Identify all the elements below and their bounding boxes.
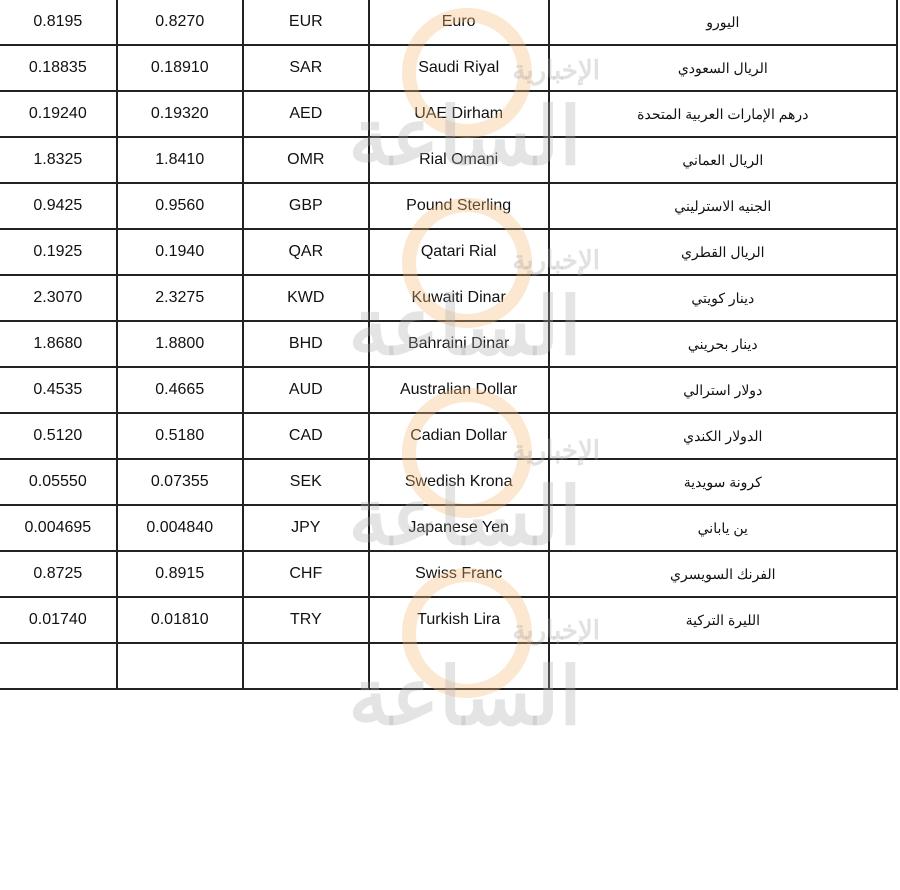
sell-rate-cell: 0.004695 — [0, 504, 118, 552]
buy-rate-cell: 0.8270 — [115, 0, 244, 46]
currency-name-ar-cell: الجنيه الاسترليني — [547, 182, 899, 230]
currency-name-ar-cell: الريال القطري — [547, 228, 899, 276]
table-row — [0, 642, 899, 690]
currency-code-cell: KWD — [241, 274, 370, 322]
currency-name-en-cell: Cadian Dollar — [367, 412, 550, 460]
currency-name-ar-cell: الدولار الكندي — [547, 412, 899, 460]
currency-code-cell: OMR — [241, 136, 370, 184]
currency-name-ar-cell: الريال العماني — [547, 136, 899, 184]
table-row: 0.1925 0.1940 QAR Qatari Rial الريال القطري — [0, 228, 899, 276]
sell-rate-cell: 0.4535 — [0, 366, 118, 414]
table-row: 0.004695 0.004840 JPY Japanese Yen ين ياباني — [0, 504, 899, 552]
table-row: 0.8725 0.8915 CHF Swiss Franc الفرنك السويسر… — [0, 550, 899, 598]
sell-rate-cell: 0.8195 — [0, 0, 118, 46]
sell-rate-cell: 0.5120 — [0, 412, 118, 460]
currency-name-en-cell: UAE Dirham — [367, 90, 550, 138]
currency-code-cell: CHF — [241, 550, 370, 598]
currency-code-cell: AED — [241, 90, 370, 138]
currency-name-en-cell: Japanese Yen — [367, 504, 550, 552]
sell-rate-cell: 1.8325 — [0, 136, 118, 184]
buy-rate-cell: 0.5180 — [115, 412, 244, 460]
currency-name-ar-cell: الليرة التركية — [547, 596, 899, 644]
table-row: 0.4535 0.4665 AUD Australian Dollar دولار اس… — [0, 366, 899, 414]
buy-rate-cell — [115, 642, 244, 690]
table-row: 0.8195 0.8270 EUR Euro اليورو — [0, 0, 899, 46]
currency-name-en-cell: Swiss Franc — [367, 550, 550, 598]
currency-name-en-cell: Bahraini Dinar — [367, 320, 550, 368]
currency-name-en-cell: Qatari Rial — [367, 228, 550, 276]
table-row: 1.8680 1.8800 BHD Bahraini Dinar دينار بحرين… — [0, 320, 899, 368]
sell-rate-cell — [0, 642, 118, 690]
sell-rate-cell: 0.1925 — [0, 228, 118, 276]
currency-name-en-cell: Rial Omani — [367, 136, 550, 184]
currency-name-en-cell — [367, 642, 550, 690]
currency-name-ar-cell: دينار بحريني — [547, 320, 899, 368]
buy-rate-cell: 0.8915 — [115, 550, 244, 598]
sell-rate-cell: 0.9425 — [0, 182, 118, 230]
table-row: 1.8325 1.8410 OMR Rial Omani الريال العماني — [0, 136, 899, 184]
buy-rate-cell: 1.8800 — [115, 320, 244, 368]
currency-code-cell: CAD — [241, 412, 370, 460]
table-row: 0.19240 0.19320 AED UAE Dirham درهم الإمارات… — [0, 90, 899, 138]
currency-code-cell: EUR — [241, 0, 370, 46]
table-row: 0.9425 0.9560 GBP Pound Sterling الجنيه الاس… — [0, 182, 899, 230]
buy-rate-cell: 0.01810 — [115, 596, 244, 644]
sell-rate-cell: 0.18835 — [0, 44, 118, 92]
table-row: 2.3070 2.3275 KWD Kuwaiti Dinar دينار كويتي — [0, 274, 899, 322]
buy-rate-cell: 2.3275 — [115, 274, 244, 322]
sell-rate-cell: 0.19240 — [0, 90, 118, 138]
currency-code-cell: SEK — [241, 458, 370, 506]
table-row: 0.05550 0.07355 SEK Swedish Krona كرونة سويد… — [0, 458, 899, 506]
buy-rate-cell: 0.9560 — [115, 182, 244, 230]
currency-name-en-cell: Pound Sterling — [367, 182, 550, 230]
currency-name-ar-cell: دولار استرالي — [547, 366, 899, 414]
buy-rate-cell: 0.004840 — [115, 504, 244, 552]
currency-name-ar-cell: دينار كويتي — [547, 274, 899, 322]
currency-name-en-cell: Kuwaiti Dinar — [367, 274, 550, 322]
currency-name-en-cell: Swedish Krona — [367, 458, 550, 506]
currency-name-en-cell: Saudi Riyal — [367, 44, 550, 92]
currency-code-cell: GBP — [241, 182, 370, 230]
currency-name-ar-cell: الريال السعودي — [547, 44, 899, 92]
sell-rate-cell: 1.8680 — [0, 320, 118, 368]
currency-name-ar-cell: درهم الإمارات العربية المتحدة — [547, 90, 899, 138]
currency-rates-table: 0.8195 0.8270 EUR Euro اليورو 0.18835 0.18910 S… — [0, 0, 899, 690]
table-row: 0.5120 0.5180 CAD Cadian Dollar الدولار الكن… — [0, 412, 899, 460]
sell-rate-cell: 2.3070 — [0, 274, 118, 322]
table-row: 0.01740 0.01810 TRY Turkish Lira الليرة التر… — [0, 596, 899, 644]
currency-code-cell: SAR — [241, 44, 370, 92]
sell-rate-cell: 0.01740 — [0, 596, 118, 644]
currency-name-en-cell: Australian Dollar — [367, 366, 550, 414]
currency-name-en-cell: Euro — [367, 0, 550, 46]
buy-rate-cell: 0.1940 — [115, 228, 244, 276]
currency-name-ar-cell: كرونة سويدية — [547, 458, 899, 506]
buy-rate-cell: 0.18910 — [115, 44, 244, 92]
currency-code-cell: JPY — [241, 504, 370, 552]
table-row: 0.18835 0.18910 SAR Saudi Riyal الريال السعو… — [0, 44, 899, 92]
sell-rate-cell: 0.05550 — [0, 458, 118, 506]
buy-rate-cell: 0.4665 — [115, 366, 244, 414]
buy-rate-cell: 0.07355 — [115, 458, 244, 506]
buy-rate-cell: 0.19320 — [115, 90, 244, 138]
currency-code-cell: AUD — [241, 366, 370, 414]
currency-code-cell: TRY — [241, 596, 370, 644]
currency-name-ar-cell — [547, 642, 899, 690]
buy-rate-cell: 1.8410 — [115, 136, 244, 184]
currency-name-en-cell: Turkish Lira — [367, 596, 550, 644]
currency-name-ar-cell: اليورو — [547, 0, 899, 46]
currency-name-ar-cell: ين ياباني — [547, 504, 899, 552]
currency-code-cell — [241, 642, 370, 690]
currency-code-cell: BHD — [241, 320, 370, 368]
sell-rate-cell: 0.8725 — [0, 550, 118, 598]
currency-code-cell: QAR — [241, 228, 370, 276]
currency-name-ar-cell: الفرنك السويسري — [547, 550, 899, 598]
